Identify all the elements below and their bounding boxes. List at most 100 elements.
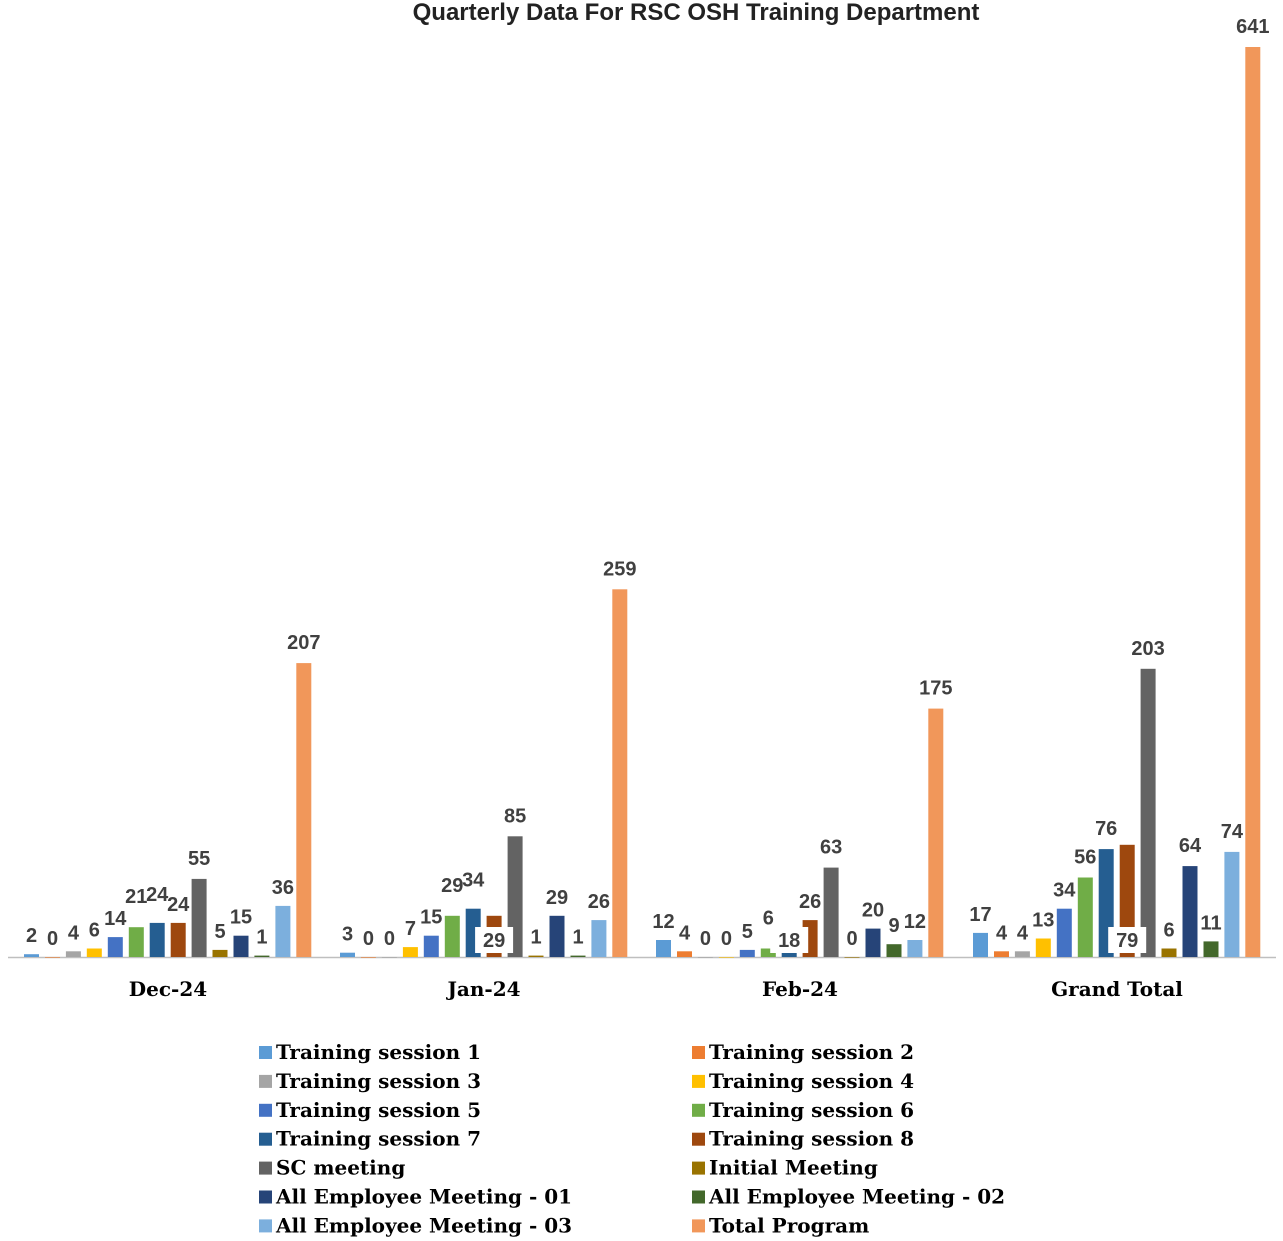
bar-12-2 <box>907 940 923 957</box>
data-label-0-1: 3 <box>342 924 353 946</box>
data-label-11-1: 1 <box>572 927 583 949</box>
bar-3-3 <box>1035 938 1051 957</box>
legend-label: All Employee Meeting - 01 <box>275 1185 572 1209</box>
data-label-12-1: 26 <box>588 891 610 913</box>
legend-item-8: SC meeting <box>259 1156 405 1180</box>
legend-item-3: Training session 4 <box>692 1069 914 1093</box>
legend-swatch <box>259 1132 272 1146</box>
legend-label: Training session 7 <box>276 1127 481 1151</box>
bar-10-2 <box>865 928 881 957</box>
data-label-9-2: 0 <box>846 928 857 950</box>
data-label-2-3: 4 <box>1017 922 1029 944</box>
data-label-0-0: 2 <box>26 925 37 947</box>
bar-9-1 <box>528 955 544 957</box>
data-label-1-2: 4 <box>679 922 691 944</box>
data-label-bg <box>1108 927 1147 953</box>
legend-label: Training session 1 <box>276 1040 481 1064</box>
bar-12-3 <box>1224 851 1240 957</box>
category-label-3: Grand Total <box>1051 977 1183 1001</box>
data-label-11-3: 11 <box>1200 912 1221 934</box>
legend-item-6: Training session 7 <box>259 1127 481 1151</box>
data-label-10-2: 20 <box>862 900 884 922</box>
data-label-3-2: 0 <box>721 928 732 950</box>
legend-swatch <box>259 1190 272 1204</box>
data-label-5-3: 56 <box>1074 847 1096 869</box>
data-label-10-3: 64 <box>1179 835 1202 857</box>
legend-label: Training session 4 <box>709 1069 914 1093</box>
legend-swatch <box>259 1219 272 1233</box>
data-label-1-1: 0 <box>363 928 374 950</box>
legend-swatch <box>692 1219 705 1233</box>
data-label-10-0: 15 <box>230 907 252 929</box>
data-label-7-1: 29 <box>483 930 505 952</box>
bar-12-0 <box>275 905 291 957</box>
category-label-1: Jan-24 <box>445 977 520 1001</box>
bar-4-3 <box>1056 908 1072 957</box>
bar-9-2 <box>844 957 860 958</box>
bar-layer <box>24 47 1261 958</box>
data-label-bg <box>475 927 514 953</box>
data-label-9-3: 6 <box>1163 920 1174 942</box>
legend-label: All Employee Meeting - 03 <box>275 1213 572 1237</box>
category-axis: Dec-24 Jan-24 Feb-24 Grand Total <box>129 977 1183 1001</box>
legend-swatch <box>692 1190 705 1204</box>
data-label-13-0: 207 <box>287 632 320 654</box>
data-label-6-2: 18 <box>778 930 800 952</box>
data-label-6-0: 24 <box>146 884 169 906</box>
legend-item-1: Training session 2 <box>692 1040 914 1064</box>
bar-2-0 <box>65 951 81 957</box>
data-label-5-2: 6 <box>763 908 774 930</box>
data-label-1-3: 4 <box>996 922 1008 944</box>
bar-4-0 <box>107 937 123 957</box>
bar-3-1 <box>402 947 418 957</box>
legend-swatch <box>259 1046 272 1059</box>
data-label-4-2: 5 <box>742 921 753 943</box>
data-label-6-1: 34 <box>462 870 485 892</box>
legend-label: Initial Meeting <box>709 1156 878 1180</box>
bar-13-0 <box>296 663 312 957</box>
bar-11-0 <box>254 955 270 957</box>
bar-5-2 <box>760 948 776 957</box>
bar-1-2 <box>677 951 692 957</box>
legend-item-7: Training session 8 <box>692 1127 914 1151</box>
data-label-5-1: 29 <box>441 875 463 897</box>
legend-item-10: All Employee Meeting - 01 <box>259 1185 572 1209</box>
bar-2-2 <box>697 957 713 958</box>
data-label-4-1: 15 <box>420 907 442 929</box>
legend-item-13: Total Program <box>692 1213 869 1237</box>
legend-swatch <box>692 1103 705 1117</box>
bar-11-2 <box>886 944 902 957</box>
legend-item-5: Training session 6 <box>692 1098 914 1122</box>
data-label-12-3: 74 <box>1221 821 1244 843</box>
legend-swatch <box>692 1132 705 1146</box>
data-label-7-2: 26 <box>799 891 821 913</box>
bar-0-1 <box>340 952 355 957</box>
legend: Training session 1 Training session 2 Trai… <box>259 1040 1005 1237</box>
legend-label: Training session 5 <box>276 1098 481 1122</box>
data-label-7-3: 79 <box>1116 930 1138 952</box>
category-label-2: Feb-24 <box>762 977 838 1001</box>
bar-12-1 <box>591 920 607 957</box>
legend-label: All Employee Meeting - 02 <box>708 1185 1005 1209</box>
legend-label: Training session 3 <box>276 1069 481 1093</box>
data-label-9-1: 1 <box>530 927 541 949</box>
legend-label: SC meeting <box>276 1156 405 1180</box>
legend-item-9: Initial Meeting <box>692 1156 878 1180</box>
bar-8-1 <box>507 836 523 957</box>
legend-label: Training session 8 <box>709 1127 914 1151</box>
legend-swatch <box>259 1161 272 1175</box>
data-label-bg <box>770 927 809 953</box>
data-label-6-3: 76 <box>1095 818 1117 840</box>
bar-5-0 <box>128 927 144 957</box>
bar-2-1 <box>381 957 397 958</box>
bar-1-0 <box>45 957 60 958</box>
bar-0-3 <box>973 932 988 957</box>
bar-6-0 <box>149 922 165 957</box>
legend-item-12: All Employee Meeting - 03 <box>259 1213 572 1237</box>
data-label-1-0: 0 <box>47 928 58 950</box>
bar-10-1 <box>549 915 565 957</box>
bar-5-1 <box>444 915 460 957</box>
bar-1-3 <box>994 951 1009 957</box>
